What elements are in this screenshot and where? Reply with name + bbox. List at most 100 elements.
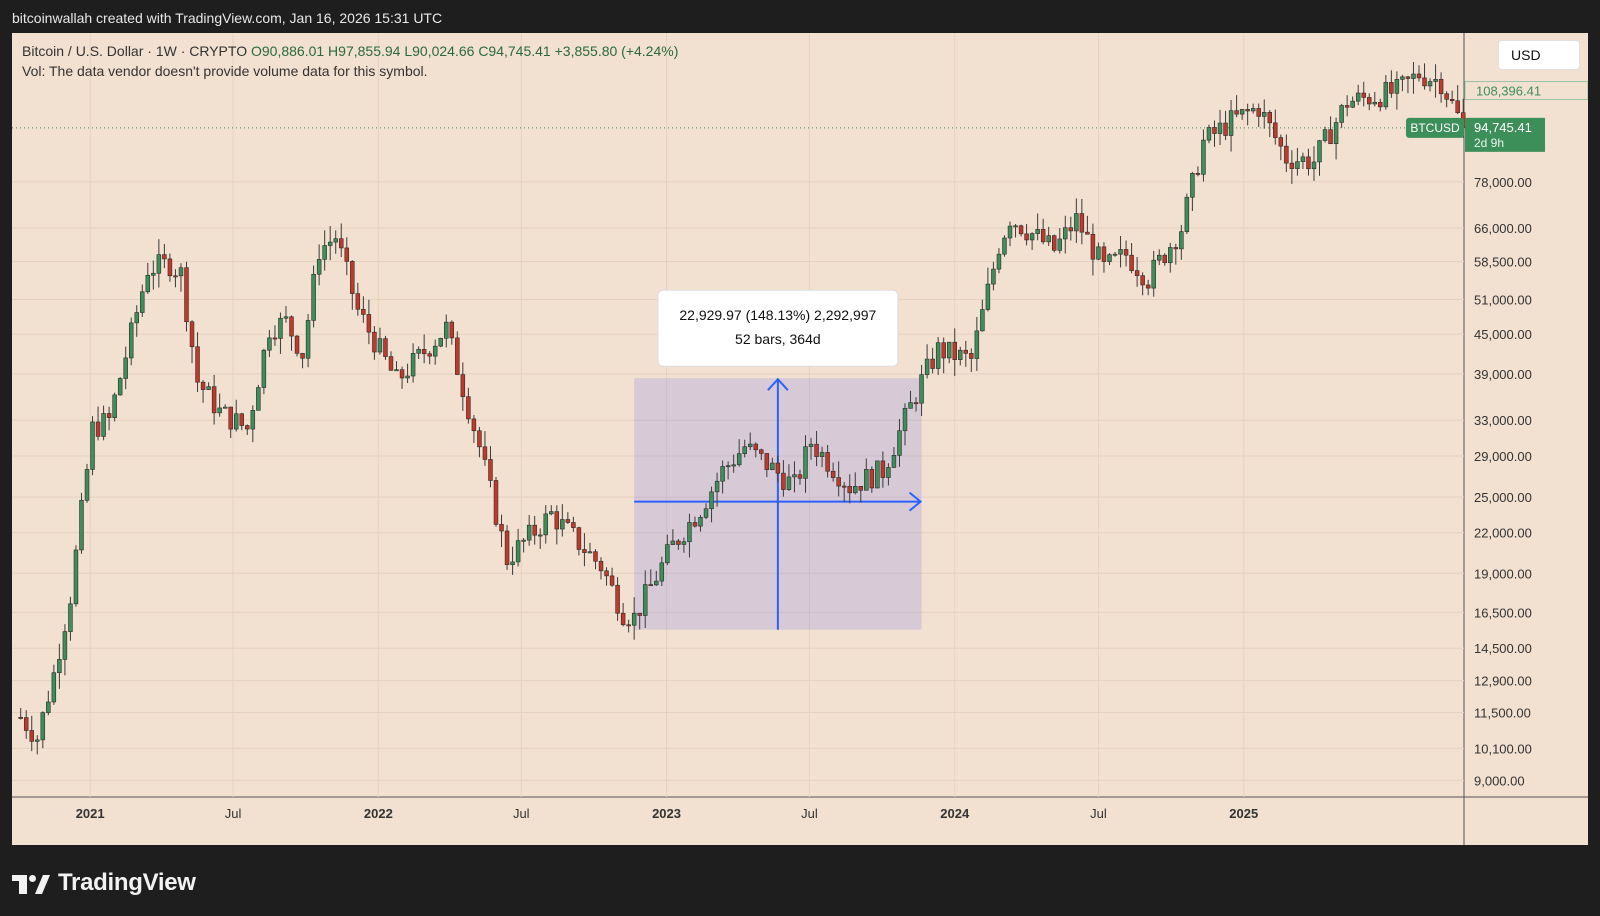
candle bbox=[819, 446, 825, 468]
candle bbox=[665, 534, 670, 566]
candle bbox=[1278, 134, 1284, 161]
candle bbox=[471, 415, 477, 443]
candle-body bbox=[985, 283, 991, 310]
candle bbox=[1389, 70, 1394, 98]
candle bbox=[1085, 215, 1090, 235]
candle-body bbox=[565, 519, 571, 523]
candle-body bbox=[361, 308, 366, 315]
candle-body bbox=[1013, 225, 1018, 228]
candle bbox=[504, 525, 510, 570]
candle-body bbox=[1162, 254, 1167, 264]
candle-body bbox=[1350, 100, 1355, 108]
candle bbox=[344, 237, 350, 276]
x-tick-label: 2024 bbox=[940, 806, 970, 821]
candle-body bbox=[51, 672, 57, 703]
candle bbox=[493, 476, 499, 527]
candle bbox=[897, 419, 902, 467]
candle-body bbox=[151, 272, 156, 276]
price-axis[interactable]: 9,000.00 10,100.00 11,500.00 12,900.00 14,50… bbox=[1474, 175, 1532, 789]
y-tick-label: 33,000.00 bbox=[1474, 413, 1532, 428]
candle-body bbox=[941, 342, 946, 359]
symbol-description[interactable]: Bitcoin / U.S. Dollar · 1W · CRYPTO bbox=[22, 43, 248, 59]
price-chart[interactable]: 22,929.97 (148.13%) 2,292,997 52 bars, 36… bbox=[12, 33, 1588, 845]
candle bbox=[736, 439, 742, 467]
candle bbox=[112, 392, 117, 422]
candle-body bbox=[128, 322, 134, 359]
candle bbox=[836, 461, 841, 497]
candle-body bbox=[626, 624, 631, 627]
candle-body bbox=[1228, 110, 1234, 136]
candle bbox=[1411, 61, 1416, 94]
candle-body bbox=[1411, 73, 1416, 79]
footer-branding: TradingView bbox=[12, 866, 196, 900]
candle bbox=[1284, 134, 1289, 173]
candle bbox=[1046, 226, 1051, 246]
x-tick-label: Jul bbox=[1090, 806, 1107, 821]
candle-body bbox=[79, 499, 84, 551]
candle bbox=[173, 269, 178, 288]
candle bbox=[1134, 257, 1140, 287]
candle-body bbox=[736, 453, 742, 466]
candle bbox=[1383, 75, 1389, 110]
candle bbox=[1024, 224, 1029, 246]
candle bbox=[51, 664, 57, 705]
currency-button[interactable]: USD bbox=[1498, 40, 1580, 70]
candle-body bbox=[1024, 233, 1029, 241]
candle-body bbox=[1134, 270, 1140, 276]
candle-body bbox=[29, 730, 34, 742]
candle-body bbox=[797, 474, 803, 479]
candle bbox=[526, 515, 532, 546]
candle-body bbox=[421, 349, 427, 355]
candle-body bbox=[781, 472, 786, 490]
candle bbox=[609, 567, 615, 587]
candle-body bbox=[515, 540, 521, 563]
measure-tool[interactable]: 22,929.97 (148.13%) 2,292,997 52 bars, 36… bbox=[634, 289, 923, 630]
chart-panel[interactable]: 22,929.97 (148.13%) 2,292,997 52 bars, 36… bbox=[12, 33, 1588, 845]
candle bbox=[946, 341, 952, 364]
candle-body bbox=[908, 402, 913, 409]
candle-body bbox=[377, 338, 383, 353]
candle bbox=[1234, 95, 1239, 118]
candle bbox=[222, 404, 228, 409]
candle-body bbox=[355, 293, 361, 310]
candle bbox=[1333, 117, 1339, 160]
candle bbox=[554, 505, 560, 545]
candle bbox=[377, 327, 383, 355]
y-tick-label: 66,000.00 bbox=[1474, 221, 1532, 236]
candle bbox=[510, 546, 515, 575]
candle-body bbox=[1300, 156, 1306, 162]
candle bbox=[1145, 279, 1151, 296]
candle bbox=[620, 602, 626, 627]
candle-body bbox=[714, 480, 720, 493]
candle-body bbox=[499, 524, 504, 532]
candle bbox=[466, 387, 471, 424]
candle-body bbox=[974, 330, 980, 359]
y-tick-label: 29,000.00 bbox=[1474, 449, 1532, 464]
candle-body bbox=[283, 316, 289, 319]
candle bbox=[797, 469, 803, 485]
candle-body bbox=[753, 443, 758, 451]
legend-change: +3,855.80 (+4.24%) bbox=[554, 43, 679, 59]
candle-body bbox=[521, 539, 526, 542]
candle bbox=[350, 260, 355, 310]
time-axis[interactable]: 2021 Jul 2022 Jul 2023 Jul 2024 Jul 2025 bbox=[76, 806, 1258, 821]
x-tick-label: 2021 bbox=[76, 806, 105, 821]
candle bbox=[913, 397, 919, 412]
candle-body bbox=[853, 486, 858, 494]
candle bbox=[162, 243, 167, 269]
candle bbox=[698, 514, 703, 532]
candle bbox=[1007, 221, 1013, 247]
candle-body bbox=[924, 358, 930, 375]
candle-body bbox=[1262, 111, 1267, 117]
candle-body bbox=[869, 469, 875, 489]
candle-body bbox=[875, 460, 880, 489]
volume-note: Vol: The data vendor doesn't provide vol… bbox=[22, 63, 428, 79]
candle-body bbox=[140, 291, 145, 313]
candle-body bbox=[687, 522, 692, 543]
candle-body bbox=[836, 477, 841, 487]
candle-body bbox=[631, 612, 637, 626]
candle-body bbox=[1118, 249, 1123, 255]
candle bbox=[593, 549, 598, 570]
candle bbox=[891, 447, 897, 468]
candle bbox=[996, 248, 1002, 274]
